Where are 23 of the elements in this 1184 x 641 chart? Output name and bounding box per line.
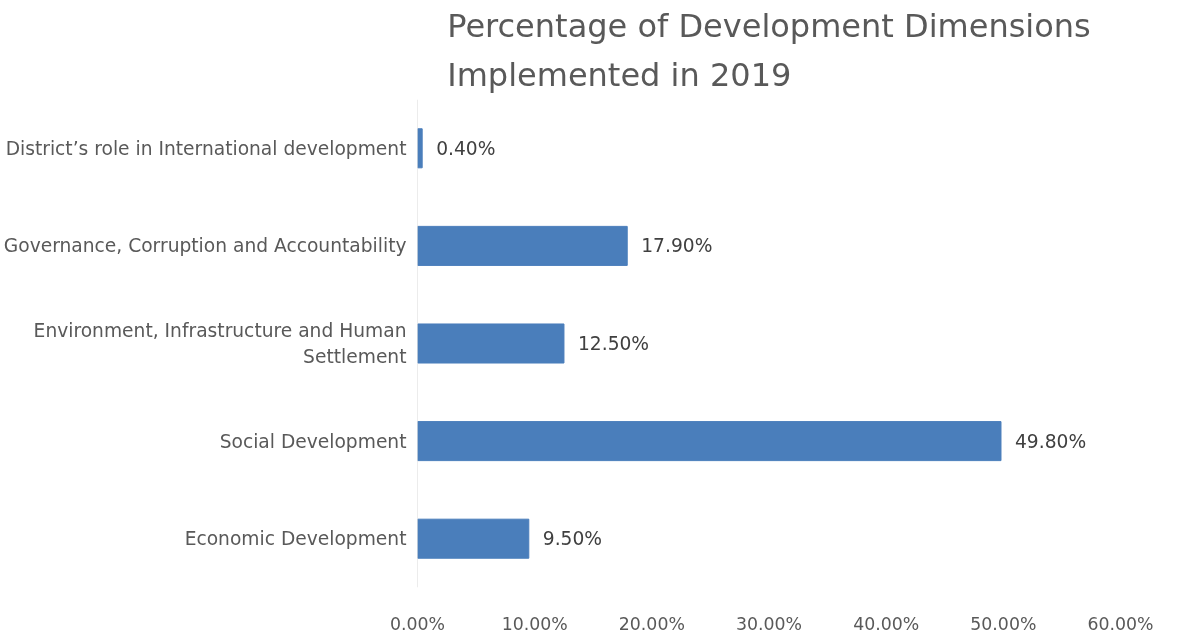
bar [417, 128, 423, 169]
x-tick-label: 0.00% [389, 613, 446, 634]
y-tick-label: Social Development [219, 430, 407, 452]
data-label: 49.80% [1014, 430, 1087, 452]
data-label: 17.90% [641, 235, 713, 257]
x-tick-label: 20.00% [618, 613, 685, 634]
y-tick-label: District’s role in International development [5, 137, 407, 159]
bar [417, 518, 530, 559]
x-tick-label: 30.00% [735, 613, 803, 634]
y-tick-label: Economic Development [184, 528, 407, 550]
bar [417, 225, 628, 266]
data-label: 9.50% [542, 528, 603, 550]
chart-title: Percentage of Development Dimensions Implemented in 2019 [447, 7, 1091, 95]
data-label: 12.50% [577, 333, 650, 354]
y-tick-label: Environment, Infrastructure and Human Settlement [33, 320, 407, 367]
x-tick-label: 10.00% [501, 613, 568, 634]
bar [417, 421, 1002, 462]
data-label: 0.40% [436, 137, 496, 159]
y-tick-label: Governance, Corruption and Accountability [3, 235, 407, 257]
x-tick-label: 40.00% [853, 613, 920, 634]
bar [417, 323, 565, 364]
x-tick-label: 50.00% [970, 613, 1037, 634]
x-tick-label: 60.00% [1087, 613, 1154, 634]
